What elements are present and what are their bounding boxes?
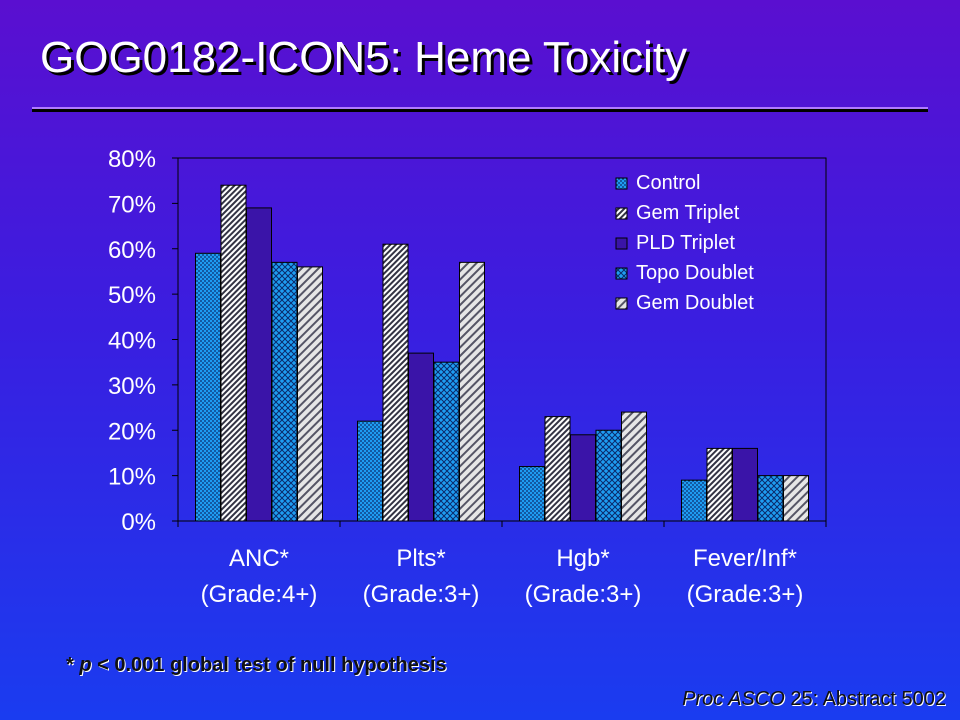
footnote: * p < 0.001 global test of null hypothes…	[66, 654, 447, 677]
y-tick-label: 30%	[108, 373, 156, 400]
x-category-label: (Grade:3+)	[687, 581, 804, 608]
y-tick-label: 50%	[108, 282, 156, 309]
title-underline	[32, 109, 928, 112]
bar-gem-doublet-2	[621, 411, 647, 522]
bar-gem-doublet-1	[459, 261, 485, 522]
bar-pld-triplet-2	[570, 434, 596, 522]
x-category-label: Plts*	[396, 545, 445, 572]
x-category-label: (Grade:3+)	[363, 581, 480, 608]
y-tick-label: 40%	[108, 328, 156, 355]
legend-label: Control	[636, 172, 700, 194]
bar-topo-doublet-2	[595, 429, 622, 522]
bar-gem-doublet-0	[297, 266, 323, 522]
bar-control-0	[195, 252, 221, 522]
bar-pld-triplet-3	[732, 447, 758, 522]
legend-label: Topo Doublet	[636, 262, 754, 284]
plot-area: 0% 10% 20% 30% 40% 50% 60% 70% 80% ANC* (Grade:4+)…	[108, 146, 827, 608]
bar-topo-doublet-0	[271, 261, 298, 522]
y-tick-label: 0%	[121, 509, 156, 536]
legend-swatch	[615, 267, 628, 280]
y-tick-label: 60%	[108, 237, 156, 264]
y-tick-label: 80%	[108, 146, 156, 173]
citation-text: 25: Abstract 5002	[784, 688, 946, 710]
slide-title: GOG0182-ICON5: Heme Toxicity	[40, 33, 688, 82]
bar-gem-triplet-0	[220, 184, 247, 522]
legend-swatch	[615, 207, 628, 220]
footnote-text: < 0.001 global test of null hypothesis	[91, 654, 447, 676]
bar-gem-triplet-2	[544, 416, 571, 522]
bar-gem-triplet-3	[706, 447, 733, 522]
bar-topo-doublet-1	[433, 361, 460, 522]
bar-pld-triplet-0	[246, 207, 272, 522]
legend-label: Gem Doublet	[636, 292, 754, 314]
citation: Proc ASCO 25: Abstract 5002	[682, 688, 946, 711]
y-tick-label: 70%	[108, 191, 156, 218]
bar-topo-doublet-3	[757, 475, 784, 522]
legend-swatch	[615, 297, 628, 310]
bar-control-2	[519, 466, 545, 522]
legend-label: PLD Triplet	[636, 232, 735, 254]
x-category-label: (Grade:3+)	[525, 581, 642, 608]
x-category-label: ANC*	[229, 545, 289, 572]
bar-pld-triplet-1	[408, 352, 434, 522]
footnote-star: *	[66, 654, 80, 676]
footnote-p: p	[79, 654, 92, 676]
x-category-label: (Grade:4+)	[201, 581, 318, 608]
citation-journal: Proc ASCO	[682, 688, 785, 710]
legend-label: Gem Triplet	[636, 202, 740, 224]
bar-gem-triplet-1	[382, 243, 409, 522]
bar-control-3	[681, 479, 707, 522]
y-tick-label: 10%	[108, 464, 156, 491]
bar-gem-doublet-3	[783, 475, 809, 522]
y-tick-label: 20%	[108, 418, 156, 445]
bar-control-1	[357, 420, 383, 522]
legend-swatch	[615, 177, 628, 190]
x-category-label: Fever/Inf*	[693, 545, 797, 572]
x-category-label: Hgb*	[556, 545, 609, 572]
legend-swatch	[615, 237, 628, 250]
